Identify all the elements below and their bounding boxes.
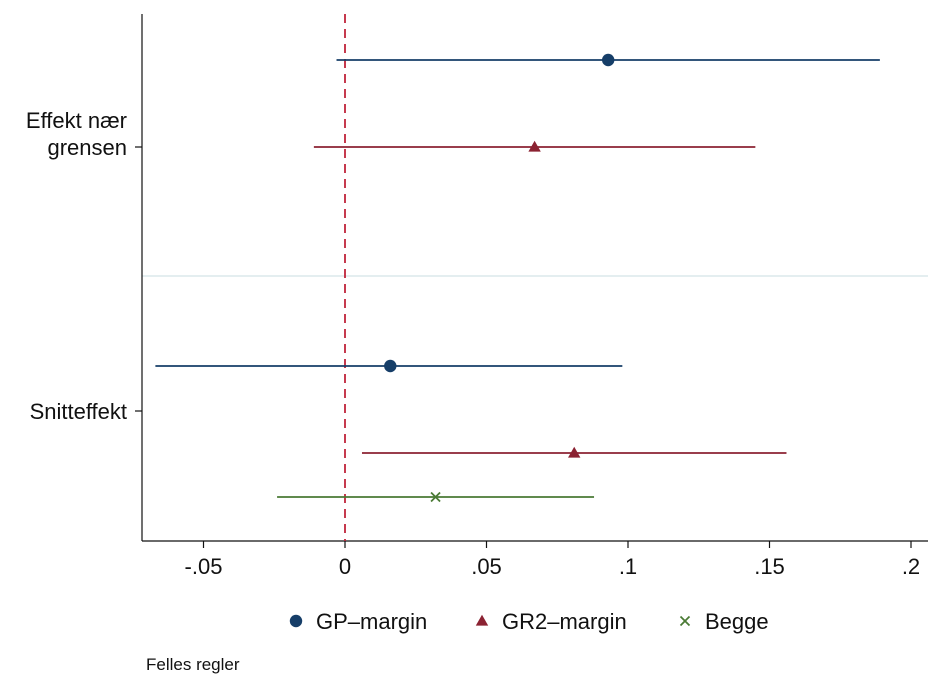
category-label-1-line-0: Snitteffekt [30,399,127,424]
legend-marker-1 [475,614,489,626]
x-tick-label-1: 0 [339,554,351,579]
category-label-0-line-0: Effekt nær [26,108,127,133]
y-axis-ticks [135,146,142,412]
x-tick-label-2: .05 [471,554,502,579]
marker-series-1-point-0 [528,140,541,152]
marker-series-2-point-0 [430,491,441,503]
series-group [155,53,880,503]
legend-marker-2 [679,615,691,627]
x-tick-label-4: .15 [754,554,785,579]
legend-label-0: GP–margin [316,609,427,634]
legend-marker-0 [289,614,303,628]
x-tick-label-5: .2 [902,554,920,579]
legend-label-2: Begge [705,609,769,634]
category-label-0-line-1: grensen [47,135,127,160]
marker-series-2-point-0-stroke-b [430,491,441,503]
legend-label-1: GR2–margin [502,609,627,634]
marker-series-1-point-1 [568,446,581,458]
legend: GP–margin GR2–margin Begge [289,609,769,634]
chart-note: Felles regler [146,655,240,674]
marker-series-0-point-0 [601,53,615,67]
x-axis-ticks: -.05 0 .05 .1 .15 .2 [185,541,920,579]
x-tick-label-3: .1 [619,554,637,579]
legend-marker-2-stroke-b [679,615,691,627]
x-tick-label-0: -.05 [185,554,223,579]
marker-series-0-point-1 [384,359,397,373]
